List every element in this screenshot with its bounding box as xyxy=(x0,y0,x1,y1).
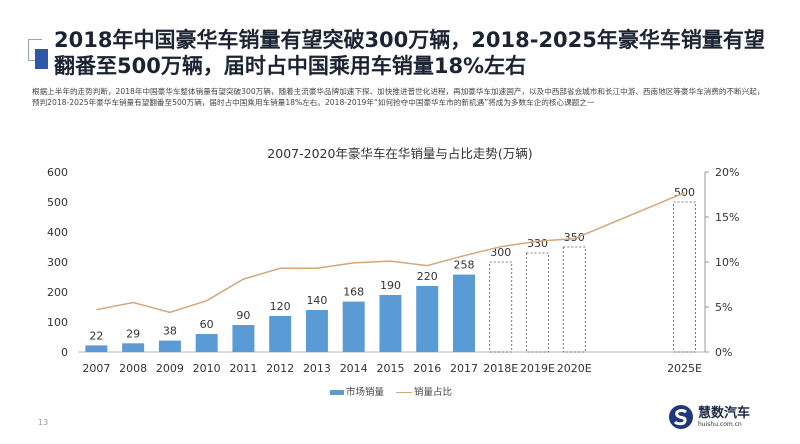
data-label: 60 xyxy=(200,318,214,331)
x-tick-label: 2011 xyxy=(229,362,257,375)
legend-line: 销量占比 xyxy=(396,384,452,398)
right-tick-label: 15% xyxy=(715,211,739,224)
x-tick-label: 2007 xyxy=(82,362,110,375)
x-tick-label: 2018E xyxy=(483,362,518,375)
bar xyxy=(305,310,328,352)
data-label: 258 xyxy=(453,259,474,272)
bar-estimated xyxy=(562,246,586,353)
data-label: 500 xyxy=(674,186,695,199)
data-label: 190 xyxy=(380,279,401,292)
data-label: 330 xyxy=(527,237,548,250)
x-tick-label: 2010 xyxy=(193,362,221,375)
bar xyxy=(379,295,402,352)
page-title: 2018年中国豪华车销量有望突破300万辆，2018-2025年豪华车销量有望翻… xyxy=(54,28,765,78)
left-tick-label: 100 xyxy=(47,316,68,329)
page-number: 13 xyxy=(38,418,49,427)
right-tick-label: 20% xyxy=(715,166,739,179)
left-tick-label: 0 xyxy=(61,346,68,359)
x-tick-label: 2025E xyxy=(667,362,702,375)
right-tick-label: 0% xyxy=(715,346,732,359)
logo: 慧数汽车 huishu.com.cn xyxy=(668,404,750,430)
x-tick-label: 2019E xyxy=(520,362,555,375)
data-label: 120 xyxy=(270,300,291,313)
chart-title: 2007-2020年豪华车在华销量与占比走势(万辆) xyxy=(267,146,533,161)
data-label: 140 xyxy=(306,294,327,307)
bar xyxy=(158,340,181,352)
left-tick-label: 200 xyxy=(47,286,68,299)
bar-estimated xyxy=(673,201,696,353)
bar xyxy=(342,301,365,352)
bar xyxy=(232,325,255,352)
x-tick-label: 2015 xyxy=(376,362,404,375)
x-tick-label: 2008 xyxy=(119,362,147,375)
right-tick-label: 5% xyxy=(715,301,732,314)
x-tick-label: 2017 xyxy=(450,362,478,375)
right-tick-label: 10% xyxy=(715,256,739,269)
logo-icon xyxy=(669,405,693,429)
x-tick-label: 2020E xyxy=(557,362,592,375)
data-label: 38 xyxy=(163,325,177,338)
left-tick-label: 300 xyxy=(47,256,68,269)
title-decoration-accent xyxy=(35,49,48,69)
data-label: 300 xyxy=(490,246,511,259)
bar-estimated xyxy=(489,261,513,353)
share-line xyxy=(96,192,685,314)
data-label: 168 xyxy=(343,286,364,299)
data-label: 220 xyxy=(417,270,438,283)
x-tick-label: 2014 xyxy=(340,362,368,375)
data-label: 90 xyxy=(236,309,250,322)
legend-bar: 市场销量 xyxy=(330,384,384,398)
x-tick-label: 2013 xyxy=(303,362,331,375)
data-label: 350 xyxy=(564,231,585,244)
bar xyxy=(416,286,439,352)
x-tick-label: 2009 xyxy=(156,362,184,375)
bar xyxy=(452,274,475,352)
legend: 市场销量 销量占比 xyxy=(330,384,452,398)
left-tick-label: 400 xyxy=(47,226,68,239)
data-label: 22 xyxy=(89,329,103,342)
x-tick-label: 2012 xyxy=(266,362,294,375)
left-tick-label: 500 xyxy=(47,196,68,209)
left-tick-label: 600 xyxy=(47,166,68,179)
description: 根据上半年的走势判断，2018年中国豪华车整体销量有望突破300万辆，随着主流豪… xyxy=(32,87,765,107)
bar xyxy=(195,334,218,352)
bar xyxy=(85,345,108,352)
bar xyxy=(269,316,292,352)
data-label: 29 xyxy=(126,327,140,340)
bar-estimated xyxy=(526,252,549,353)
x-tick-label: 2016 xyxy=(413,362,441,375)
bar xyxy=(122,343,145,352)
